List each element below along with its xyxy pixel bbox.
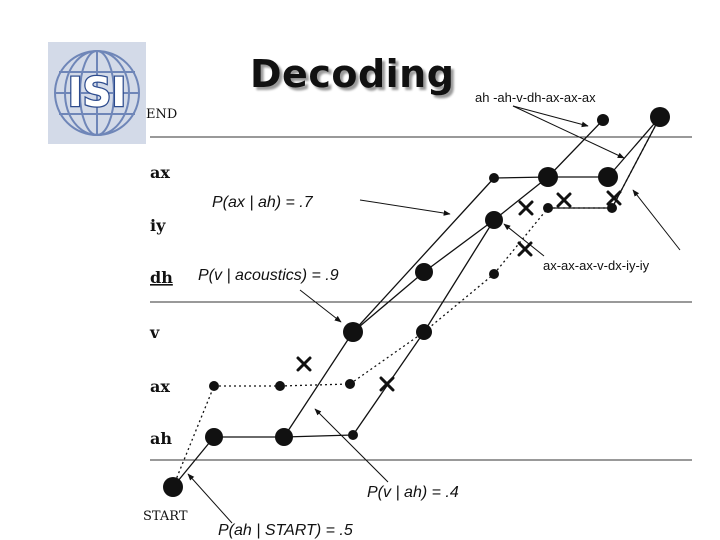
row-label-v: v [149,323,160,342]
node-end [650,107,670,127]
row-label-dh: dh [150,268,173,287]
x-mark [606,190,622,206]
dotted-path [172,116,661,488]
end-label: END [146,107,177,122]
node [348,430,358,440]
logo-text: ISI [68,70,127,116]
node [543,203,553,213]
sequence-bottom: ax-ax-ax-v-dx-iy-iy [543,258,650,273]
annotation-p-v-acoustics: P(v | acoustics) = .9 [198,267,339,284]
row-label-ax-bottom: ax [150,377,170,396]
node [275,428,293,446]
page-title: Decoding [250,52,455,96]
node-start [163,477,183,497]
x-mark [379,376,395,392]
row-label-iy: iy [150,216,166,235]
x-mark [296,356,312,372]
node [598,167,618,187]
lattice-nodes [163,107,670,497]
node [416,324,432,340]
node [415,263,433,281]
sequence-top: ah -ah-v-dh-ax-ax-ax [475,90,596,105]
row-label-ah: ah [150,429,172,448]
node [597,114,609,126]
start-label: START [143,509,188,524]
node [343,322,363,342]
node [489,173,499,183]
node [205,428,223,446]
annotation-p-ax-ah: P(ax | ah) = .7 [212,194,314,211]
annotation-p-v-ah: P(v | ah) = .4 [367,484,459,501]
annotation-arrows [187,105,681,524]
node [485,211,503,229]
x-mark [556,192,572,208]
x-mark [517,241,533,257]
node [538,167,558,187]
pruned-marks [296,190,622,392]
separator-lines [150,136,692,461]
node [275,381,285,391]
node [345,379,355,389]
row-label-ax-top: ax [150,163,170,182]
annotation-p-ah-start: P(ah | START) = .5 [218,522,353,539]
x-mark [518,200,534,216]
node [209,381,219,391]
isi-logo: ISI [48,42,146,144]
node [607,203,617,213]
node [489,269,499,279]
